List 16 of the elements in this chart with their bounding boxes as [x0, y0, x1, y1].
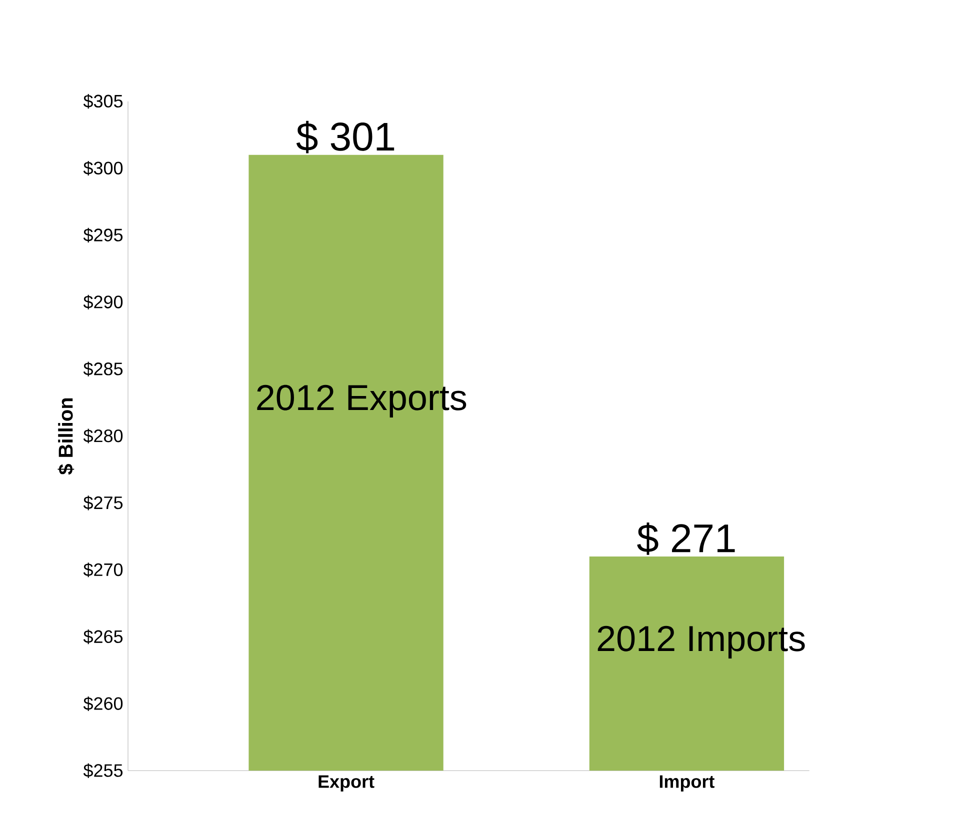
data-label: $ 301	[296, 120, 394, 154]
y-tick-label: $305	[83, 94, 123, 109]
y-axis-title: $ Billion	[58, 398, 74, 475]
y-tick-label: $280	[83, 428, 123, 444]
x-tick-label: Import	[660, 775, 714, 792]
data-label: $ 271	[637, 522, 735, 555]
x-tick-label: Export	[318, 775, 374, 792]
y-tick-label: $255	[83, 763, 123, 778]
y-tick-label: $290	[83, 294, 123, 310]
y-tick-label: $270	[83, 562, 123, 578]
y-tick-label: $265	[83, 630, 123, 644]
y-tick-label: $300	[83, 160, 123, 176]
y-tick-label: $285	[83, 362, 123, 376]
y-tick-label: $260	[83, 696, 123, 712]
y-tick-label: $275	[83, 496, 123, 510]
y-tick-label: $295	[83, 228, 123, 242]
